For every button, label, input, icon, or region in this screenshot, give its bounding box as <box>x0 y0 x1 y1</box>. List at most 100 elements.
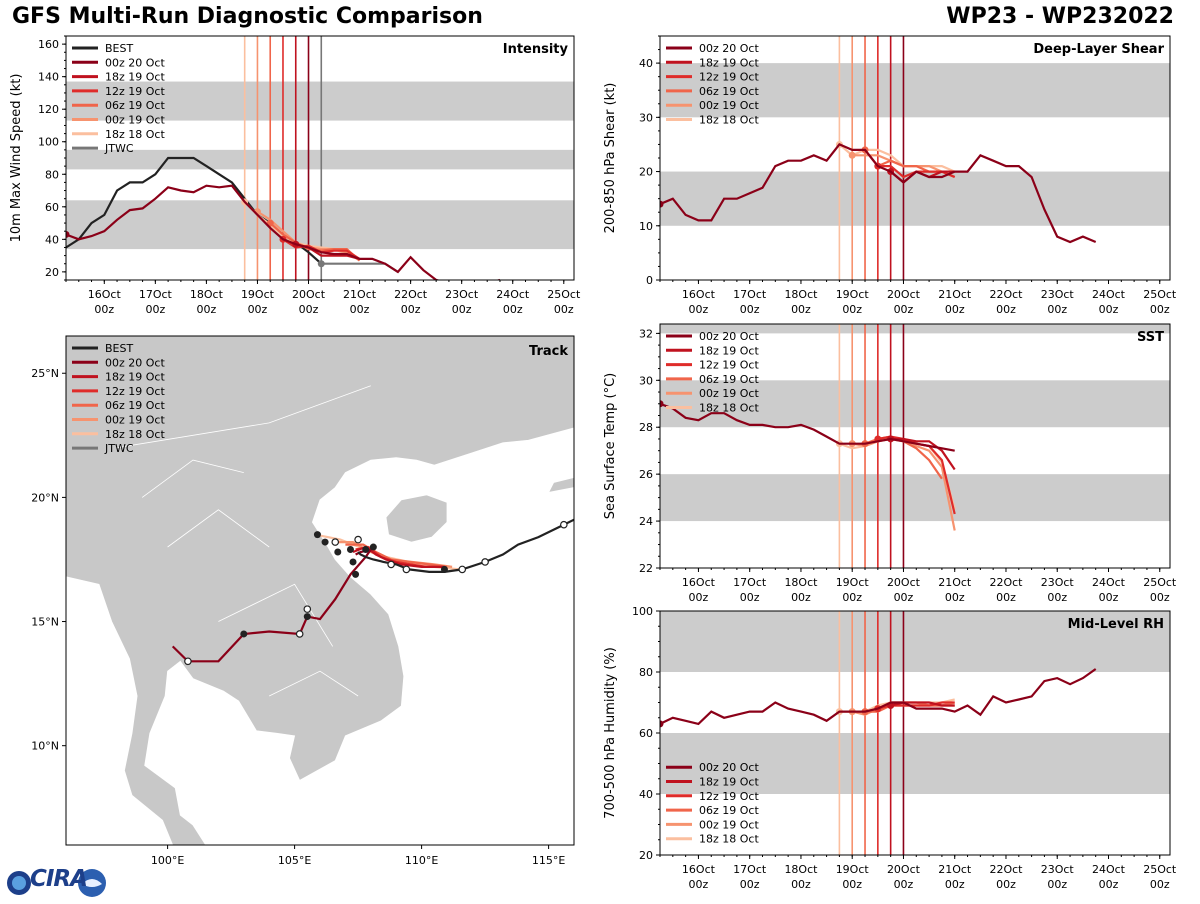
panel-title: SST <box>1137 330 1164 345</box>
legend-label: 00z 20 Oct <box>105 356 165 369</box>
legend-label: 18z 18 Oct <box>105 128 165 141</box>
y-tick-label: 40 <box>45 233 59 246</box>
x-tick-label: 18Oct <box>784 288 818 301</box>
x-tick-label: 19Oct <box>836 863 870 876</box>
shade-band <box>66 81 574 121</box>
legend-label: 06z 19 Oct <box>699 85 759 98</box>
legend-label: 00z 20 Oct <box>699 330 759 343</box>
series-00z-20-Oct <box>66 184 500 280</box>
shade-band <box>660 733 1170 794</box>
track-marker-filled <box>362 546 370 554</box>
plot-area-shear <box>660 36 1170 280</box>
jtwc-init-point <box>317 260 325 268</box>
legend-label: 18z 18 Oct <box>105 428 165 441</box>
x-tick-label: 00z <box>791 303 811 316</box>
x-tick-label: 21Oct <box>343 288 377 301</box>
x-tick-label: 19Oct <box>836 576 870 589</box>
x-tick-label: 16Oct <box>682 863 716 876</box>
track-marker-open <box>303 605 312 613</box>
y-tick-label: 15°N <box>31 616 59 629</box>
legend-label: 00z 20 Oct <box>699 761 759 774</box>
legend-label: 00z 20 Oct <box>105 56 165 69</box>
panel-intensity: 20 40 60 80 100 120 140 160 16Oct 00z 17Oct 00z 18Oc… <box>9 35 581 316</box>
x-tick-label: 00z <box>740 591 760 604</box>
x-tick-label: 20Oct <box>887 288 921 301</box>
legend-label: 18z 19 Oct <box>105 71 165 84</box>
y-tick-label: 28 <box>639 421 653 434</box>
track-00z-20-Oct <box>171 547 374 663</box>
x-tick-label: 00z <box>791 878 811 891</box>
panel-rh: 20 40 60 80 100 16Oct 00z 17Oct 00z 18Oct 00z 19Oct… <box>603 605 1177 891</box>
x-tick-label: 23Oct <box>1041 863 1075 876</box>
x-tick-label: 00z <box>689 303 709 316</box>
panel-title: Intensity <box>503 42 569 57</box>
x-tick-label: 19Oct <box>241 288 275 301</box>
legend-label: 12z 19 Oct <box>699 71 759 84</box>
y-tick-label: 30 <box>639 374 653 387</box>
legend-label: 18z 19 Oct <box>699 56 759 69</box>
init-point <box>660 400 664 408</box>
cira-logo: CIRA <box>4 866 108 900</box>
series-00z-20-Oct <box>660 143 1097 244</box>
cira-logo-icon <box>7 869 106 897</box>
x-tick-label: 00z <box>842 303 862 316</box>
shade-band <box>660 611 1170 672</box>
x-tick-label: 17Oct <box>733 863 767 876</box>
x-tick-label: 25Oct <box>547 288 581 301</box>
x-tick-label: 00z <box>894 303 914 316</box>
y-tick-label: 80 <box>45 168 59 181</box>
admin-border <box>218 583 334 647</box>
x-tick-label: 22Oct <box>989 863 1023 876</box>
admin-border <box>269 670 359 697</box>
y-tick-label: 20°N <box>31 491 59 504</box>
x-tick-label: 21Oct <box>938 576 972 589</box>
x-tick-label: 00z <box>996 878 1016 891</box>
track-marker-filled <box>440 565 448 573</box>
x-tick-label: 19Oct <box>836 288 870 301</box>
y-tick-label: 25°N <box>31 367 59 380</box>
track-marker-open <box>295 630 304 638</box>
x-tick-label: 22Oct <box>989 288 1023 301</box>
track-marker-filled <box>352 570 360 578</box>
x-tick-label: 00z <box>1047 591 1067 604</box>
legend-label: 06z 19 Oct <box>105 99 165 112</box>
shade-band <box>66 200 574 250</box>
y-tick-label: 22 <box>639 562 653 575</box>
x-tick-label: 00z <box>503 303 523 316</box>
legend-label: BEST <box>105 342 133 355</box>
x-tick-label: 00z <box>842 591 862 604</box>
legend-label: 12z 19 Oct <box>699 359 759 372</box>
admin-border <box>141 459 244 498</box>
x-tick-label: 16Oct <box>88 288 122 301</box>
y-axis-label: 10m Max Wind Speed (kt) <box>9 74 24 243</box>
x-tick-label: 00z <box>894 591 914 604</box>
legend-label: 00z 19 Oct <box>105 114 165 127</box>
x-tick-label: 16Oct <box>682 576 716 589</box>
y-tick-label: 20 <box>45 266 59 279</box>
y-tick-label: 26 <box>639 468 653 481</box>
y-tick-label: 40 <box>639 57 653 70</box>
x-tick-label: 24Oct <box>1092 576 1126 589</box>
x-tick-label: 00z <box>996 303 1016 316</box>
legend-label: 18z 19 Oct <box>699 344 759 357</box>
init-point <box>660 720 664 728</box>
legend-label: 00z 19 Oct <box>699 99 759 112</box>
land-mainland <box>66 336 574 845</box>
legend-label: 00z 19 Oct <box>105 414 165 427</box>
shade-band <box>660 171 1170 226</box>
legend-label: JTWC <box>104 142 134 155</box>
land-island <box>547 477 574 493</box>
track-marker-filled <box>240 630 248 638</box>
x-tick-label: 00z <box>1150 591 1170 604</box>
x-tick-label: 00z <box>299 303 319 316</box>
x-tick-label: 22Oct <box>394 288 428 301</box>
x-tick-label: 00z <box>1099 591 1119 604</box>
y-tick-label: 32 <box>639 327 653 340</box>
legend-label: 18z 18 Oct <box>699 114 759 127</box>
x-tick-label: 24Oct <box>1092 288 1126 301</box>
x-tick-label: 18Oct <box>784 576 818 589</box>
x-tick-label: 21Oct <box>938 288 972 301</box>
y-tick-label: 120 <box>38 103 59 116</box>
x-tick-label: 00z <box>401 303 421 316</box>
track-marker-filled <box>346 546 354 554</box>
